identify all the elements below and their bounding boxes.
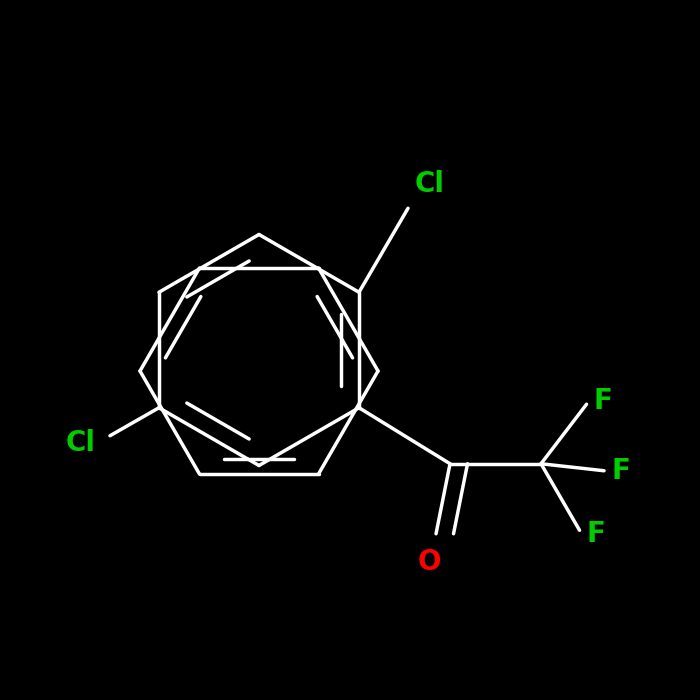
Text: Cl: Cl — [415, 170, 445, 197]
Text: O: O — [417, 547, 441, 575]
Text: F: F — [587, 519, 606, 547]
Text: Cl: Cl — [66, 428, 96, 457]
Text: F: F — [611, 457, 630, 485]
Text: F: F — [594, 386, 612, 414]
